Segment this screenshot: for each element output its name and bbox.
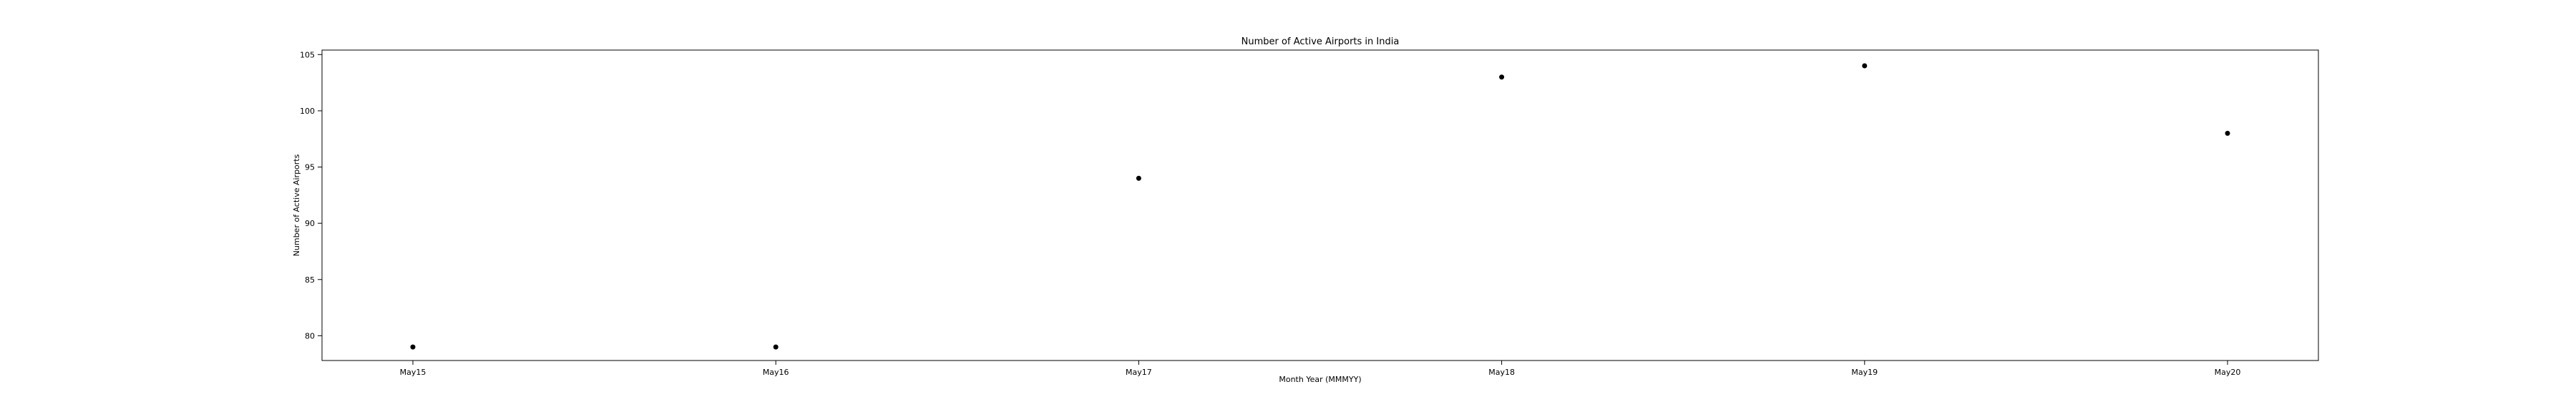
- x-tick-label: May20: [2215, 368, 2241, 377]
- data-point-may18: [1499, 74, 1505, 80]
- data-point-may20: [2225, 130, 2230, 136]
- x-tick-label: May16: [763, 368, 789, 377]
- data-point-may19: [1862, 63, 1868, 69]
- y-tick-label: 100: [300, 107, 315, 116]
- y-tick-label: 85: [305, 275, 315, 285]
- x-tick-label: May15: [400, 368, 426, 377]
- y-tick-label: 105: [300, 50, 315, 59]
- y-axis-label: Number of Active Airports: [292, 154, 301, 256]
- y-tick-label: 95: [305, 163, 315, 172]
- y-tick-label: 90: [305, 219, 315, 228]
- x-tick-label: May19: [1851, 368, 1878, 377]
- x-tick-label: May18: [1488, 368, 1515, 377]
- x-axis: May15 May16 May17 May18 May19 May20: [400, 360, 2241, 377]
- data-point-may15: [410, 344, 416, 350]
- chart-title: Number of Active Airports in India: [1241, 36, 1400, 47]
- plot-area-frame: [321, 49, 2319, 361]
- x-tick-label: May17: [1126, 368, 1152, 377]
- data-points: [410, 63, 2230, 350]
- x-axis-label: Month Year (MMMYY): [1279, 375, 1361, 384]
- y-tick-label: 80: [305, 331, 315, 340]
- data-point-may16: [773, 344, 779, 350]
- y-axis: 80 85 90 95 100 105: [300, 50, 322, 340]
- data-point-may17: [1136, 175, 1141, 181]
